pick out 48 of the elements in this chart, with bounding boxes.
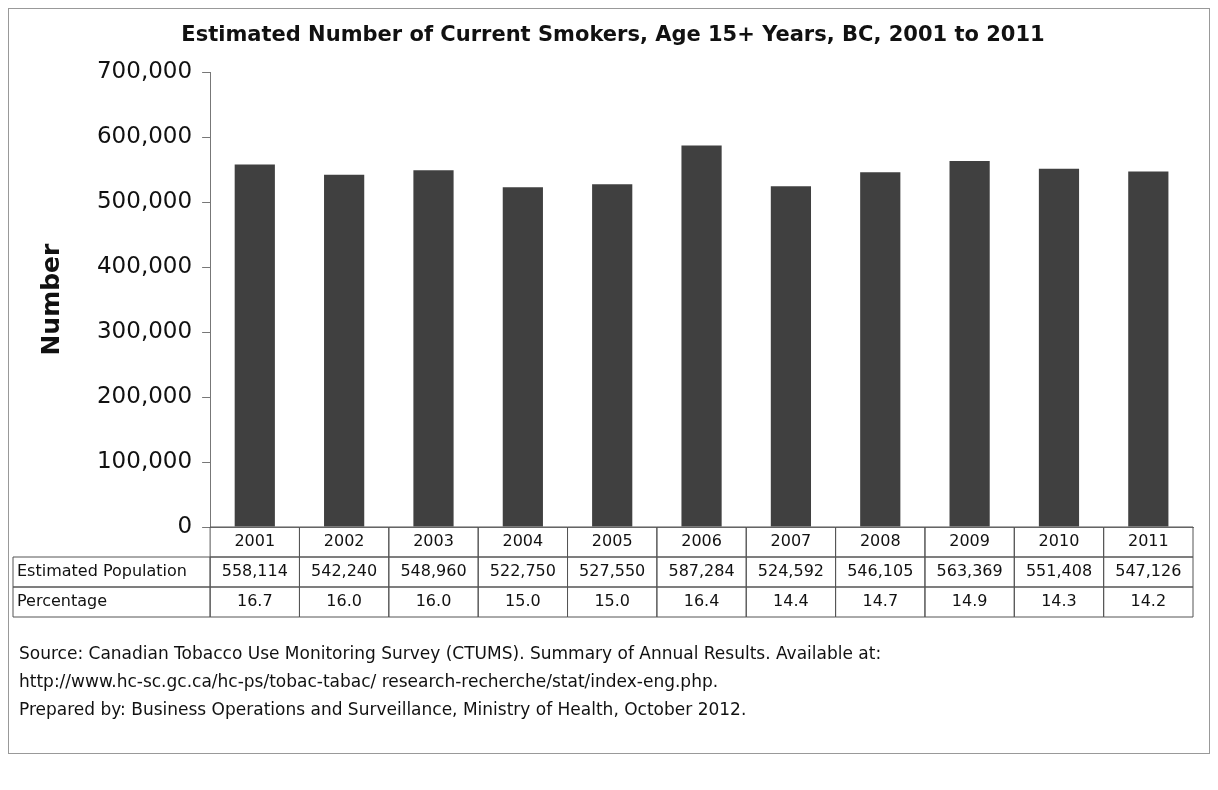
x-tick-label: 2010 — [1038, 531, 1080, 551]
data-label: 587,284 — [668, 561, 735, 581]
x-tick-label: 2011 — [1127, 531, 1169, 551]
y-tick-label: 0 — [177, 511, 193, 538]
data-label: 547,126 — [1115, 561, 1182, 581]
text: 15.0 — [594, 591, 631, 611]
text: Percentage — [17, 591, 108, 611]
data-label: 546,105 — [847, 561, 914, 581]
data-label: 524,592 — [757, 561, 824, 581]
text: 16.0 — [326, 591, 362, 611]
text: 16.4 — [683, 591, 720, 611]
text: 14.2 — [1130, 591, 1167, 611]
y-tick-label: 500,000 — [96, 187, 193, 214]
text: Prepared by: Business Operations and Surveillance, Ministry of Health, October 2012. — [19, 698, 748, 721]
y-tick-label: 600,000 — [96, 122, 193, 149]
text: http://www.hc-sc.gc.ca/hc-ps/tobac-tabac/ research-recherche/stat/index-eng.php. — [19, 670, 720, 693]
y-tick-label: 300,000 — [96, 317, 193, 344]
text: Estimated Population — [17, 561, 187, 581]
y-tick-label: 700,000 — [96, 57, 193, 84]
data-label: 558,114 — [221, 561, 288, 581]
data-label: 551,408 — [1025, 561, 1093, 581]
chart-title: Estimated Number of Current Smokers, Age 15+ Years, BC, 2001 to 2011 — [181, 22, 1045, 47]
text: 16.0 — [415, 591, 452, 611]
text: 14.3 — [1041, 591, 1077, 611]
x-tick-label: 2005 — [591, 531, 633, 551]
data-label: 563,369 — [936, 561, 1003, 581]
data-label: 522,750 — [489, 561, 556, 581]
y-tick-label: 400,000 — [96, 252, 193, 279]
x-tick-label: 2001 — [234, 531, 276, 551]
y-tick-label: 200,000 — [96, 382, 193, 409]
x-tick-label: 2008 — [859, 531, 901, 551]
y-axis-title: Number — [35, 242, 65, 356]
data-label: 542,240 — [311, 561, 378, 581]
data-label: 527,550 — [579, 561, 646, 581]
x-tick-label: 2002 — [323, 531, 365, 551]
text: 14.7 — [862, 591, 899, 611]
y-tick-label: 100,000 — [96, 447, 193, 473]
text: 16.7 — [236, 591, 273, 611]
x-tick-label: 2003 — [413, 531, 454, 551]
x-tick-label: 2004 — [502, 531, 544, 551]
data-label: 548,960 — [400, 561, 467, 581]
text: 14.9 — [951, 591, 988, 611]
x-tick-label: 2007 — [770, 531, 812, 551]
source-note: Source: Canadian Tobacco Use Monitoring Survey (CTUMS). Summary of Annual Results. Available at: — [19, 642, 883, 665]
x-tick-label: 2009 — [949, 531, 990, 551]
text: 15.0 — [505, 591, 541, 611]
x-tick-label: 2006 — [681, 531, 722, 551]
text: 14.4 — [773, 591, 809, 611]
